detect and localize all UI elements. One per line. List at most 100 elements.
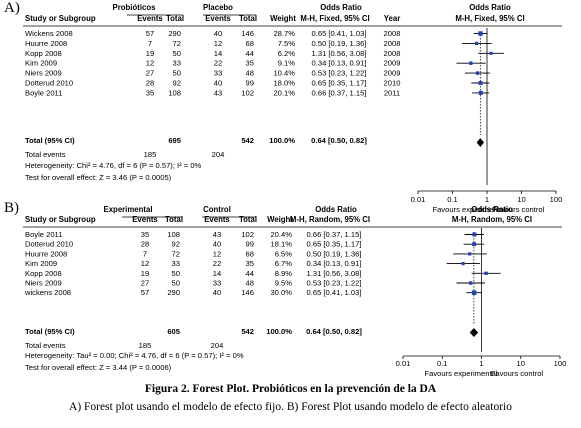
year-cell: 2008 bbox=[384, 29, 401, 38]
year-cell: 2010 bbox=[384, 79, 401, 88]
total2-cell: 146 bbox=[241, 288, 254, 297]
year-cell: 2008 bbox=[384, 39, 401, 48]
plot-method-header: M-H, Random, 95% CI bbox=[452, 215, 532, 224]
panel-letter: B) bbox=[4, 200, 19, 216]
total1-cell: 72 bbox=[172, 249, 180, 258]
group2-header: Control bbox=[203, 205, 231, 214]
events2-cell: 12 bbox=[214, 39, 222, 48]
total-ci: 0.64 [0.50, 0.82] bbox=[306, 327, 362, 336]
weight-cell: 18.1% bbox=[270, 240, 292, 249]
events1-cell: 12 bbox=[146, 59, 154, 68]
total1-cell: 290 bbox=[168, 29, 181, 38]
total-events2: 204 bbox=[211, 341, 224, 350]
ci-cell: 1.31 [0.56, 3.08] bbox=[307, 269, 362, 278]
events2-cell: 33 bbox=[213, 279, 221, 288]
year-cell: 2009 bbox=[384, 59, 401, 68]
ci-cell: 0.66 [0.37, 1.15] bbox=[307, 230, 362, 239]
plot-odds-ratio-header: Odds Ratio bbox=[469, 3, 511, 12]
events2-cell: 40 bbox=[214, 79, 222, 88]
events1-cell: 35 bbox=[146, 88, 154, 97]
total1-cell: 72 bbox=[173, 39, 181, 48]
events1-cell: 7 bbox=[148, 39, 152, 48]
total2-cell: 102 bbox=[241, 230, 254, 239]
ci-cell: 0.65 [0.35, 1.17] bbox=[307, 240, 362, 249]
odds-ratio-header: Odds Ratio bbox=[320, 3, 362, 12]
x-tick-label: 0.01 bbox=[396, 359, 411, 368]
odds-ratio-header: Odds Ratio bbox=[315, 205, 357, 214]
caption-subtitle: A) Forest plot usando el modelo de efect… bbox=[69, 401, 512, 413]
pooled-diamond bbox=[476, 138, 485, 147]
study-name: Niers 2009 bbox=[25, 279, 62, 288]
x-tick-label: 100 bbox=[554, 359, 567, 368]
year-cell: 2008 bbox=[384, 49, 401, 58]
study-name: Wickens 2008 bbox=[25, 29, 73, 38]
plot-method-header: M-H, Fixed, 95% CI bbox=[455, 14, 524, 23]
favours-left-label: Favours experimental bbox=[432, 205, 505, 214]
total-events-label: Total events bbox=[25, 150, 66, 159]
total1-cell: 50 bbox=[172, 279, 180, 288]
total2-cell: 35 bbox=[246, 59, 254, 68]
x-tick-label: 1 bbox=[485, 195, 489, 204]
study-name: Dotterud 2010 bbox=[25, 79, 73, 88]
study-point-estimate bbox=[471, 290, 477, 295]
ci-cell: 1.31 [0.56, 3.08] bbox=[312, 49, 367, 58]
heterogeneity-text: Heterogeneity: Chi² = 4.76, df = 6 (P = … bbox=[25, 161, 202, 170]
ci-cell: 0.65 [0.41, 1.03] bbox=[312, 29, 367, 38]
study-name: Kopp 2008 bbox=[25, 49, 62, 58]
year-header: Year bbox=[384, 14, 400, 23]
study-point-estimate bbox=[489, 51, 493, 55]
events2-cell: 12 bbox=[213, 249, 221, 258]
study-point-estimate bbox=[468, 252, 472, 256]
events2-cell: 40 bbox=[213, 288, 221, 297]
weight-cell: 20.1% bbox=[273, 88, 295, 97]
total2-cell: 146 bbox=[241, 29, 254, 38]
study-header: Study or Subgroup bbox=[25, 215, 96, 224]
events1-cell: 57 bbox=[141, 288, 149, 297]
events1-cell: 19 bbox=[146, 49, 154, 58]
events2-cell: 14 bbox=[213, 269, 221, 278]
total-label: Total (95% CI) bbox=[25, 327, 75, 336]
study-point-estimate bbox=[474, 41, 479, 46]
method-header: M-H, Random, 95% CI bbox=[290, 215, 370, 224]
group2-header: Placebo bbox=[203, 3, 233, 12]
total-weight: 100.0% bbox=[269, 136, 295, 145]
total2-cell: 99 bbox=[246, 240, 254, 249]
overall-effect-text: Test for overall effect: Z = 3.44 (P = 0… bbox=[25, 363, 172, 372]
ci-cell: 0.34 [0.13, 0.91] bbox=[307, 259, 362, 268]
events1-cell: 35 bbox=[141, 230, 149, 239]
study-name: Niers 2009 bbox=[25, 69, 62, 78]
total2-cell: 44 bbox=[246, 49, 254, 58]
total2-cell: 68 bbox=[246, 249, 254, 258]
events2-cell: 22 bbox=[213, 259, 221, 268]
study-point-estimate bbox=[475, 71, 480, 75]
events1-cell: 7 bbox=[143, 249, 147, 258]
study-name: Kopp 2008 bbox=[25, 269, 62, 278]
total2-cell: 68 bbox=[246, 39, 254, 48]
total2-cell: 44 bbox=[246, 269, 254, 278]
ci-cell: 0.50 [0.19, 1.36] bbox=[312, 39, 367, 48]
weight-cell: 28.7% bbox=[273, 29, 295, 38]
weight-cell: 18.0% bbox=[273, 79, 295, 88]
total1-cell: 50 bbox=[173, 49, 181, 58]
study-name: Huurre 2008 bbox=[25, 39, 67, 48]
study-name: Huurre 2008 bbox=[25, 249, 67, 258]
total-events-label: Total events bbox=[25, 341, 66, 350]
overall-effect-text: Test for overall effect: Z = 3.46 (P = 0… bbox=[25, 173, 172, 182]
total1-cell: 108 bbox=[167, 230, 180, 239]
study-point-estimate bbox=[469, 61, 473, 65]
events1-cell: 57 bbox=[146, 29, 154, 38]
total2-cell: 99 bbox=[246, 79, 254, 88]
events1-cell: 28 bbox=[146, 79, 154, 88]
events1-cell: 27 bbox=[146, 69, 154, 78]
weight-header: Weight bbox=[270, 14, 296, 23]
total2-sum: 542 bbox=[241, 327, 254, 336]
events1-cell: 28 bbox=[141, 240, 149, 249]
events2-cell: 40 bbox=[213, 240, 221, 249]
method-header: M-H, Fixed, 95% CI bbox=[300, 14, 369, 23]
total2-cell: 35 bbox=[246, 259, 254, 268]
x-tick-label: 0.01 bbox=[411, 195, 426, 204]
events2-cell: 14 bbox=[214, 49, 222, 58]
favours-right-label: Favours control bbox=[492, 205, 545, 214]
total-weight: 100.0% bbox=[266, 327, 292, 336]
